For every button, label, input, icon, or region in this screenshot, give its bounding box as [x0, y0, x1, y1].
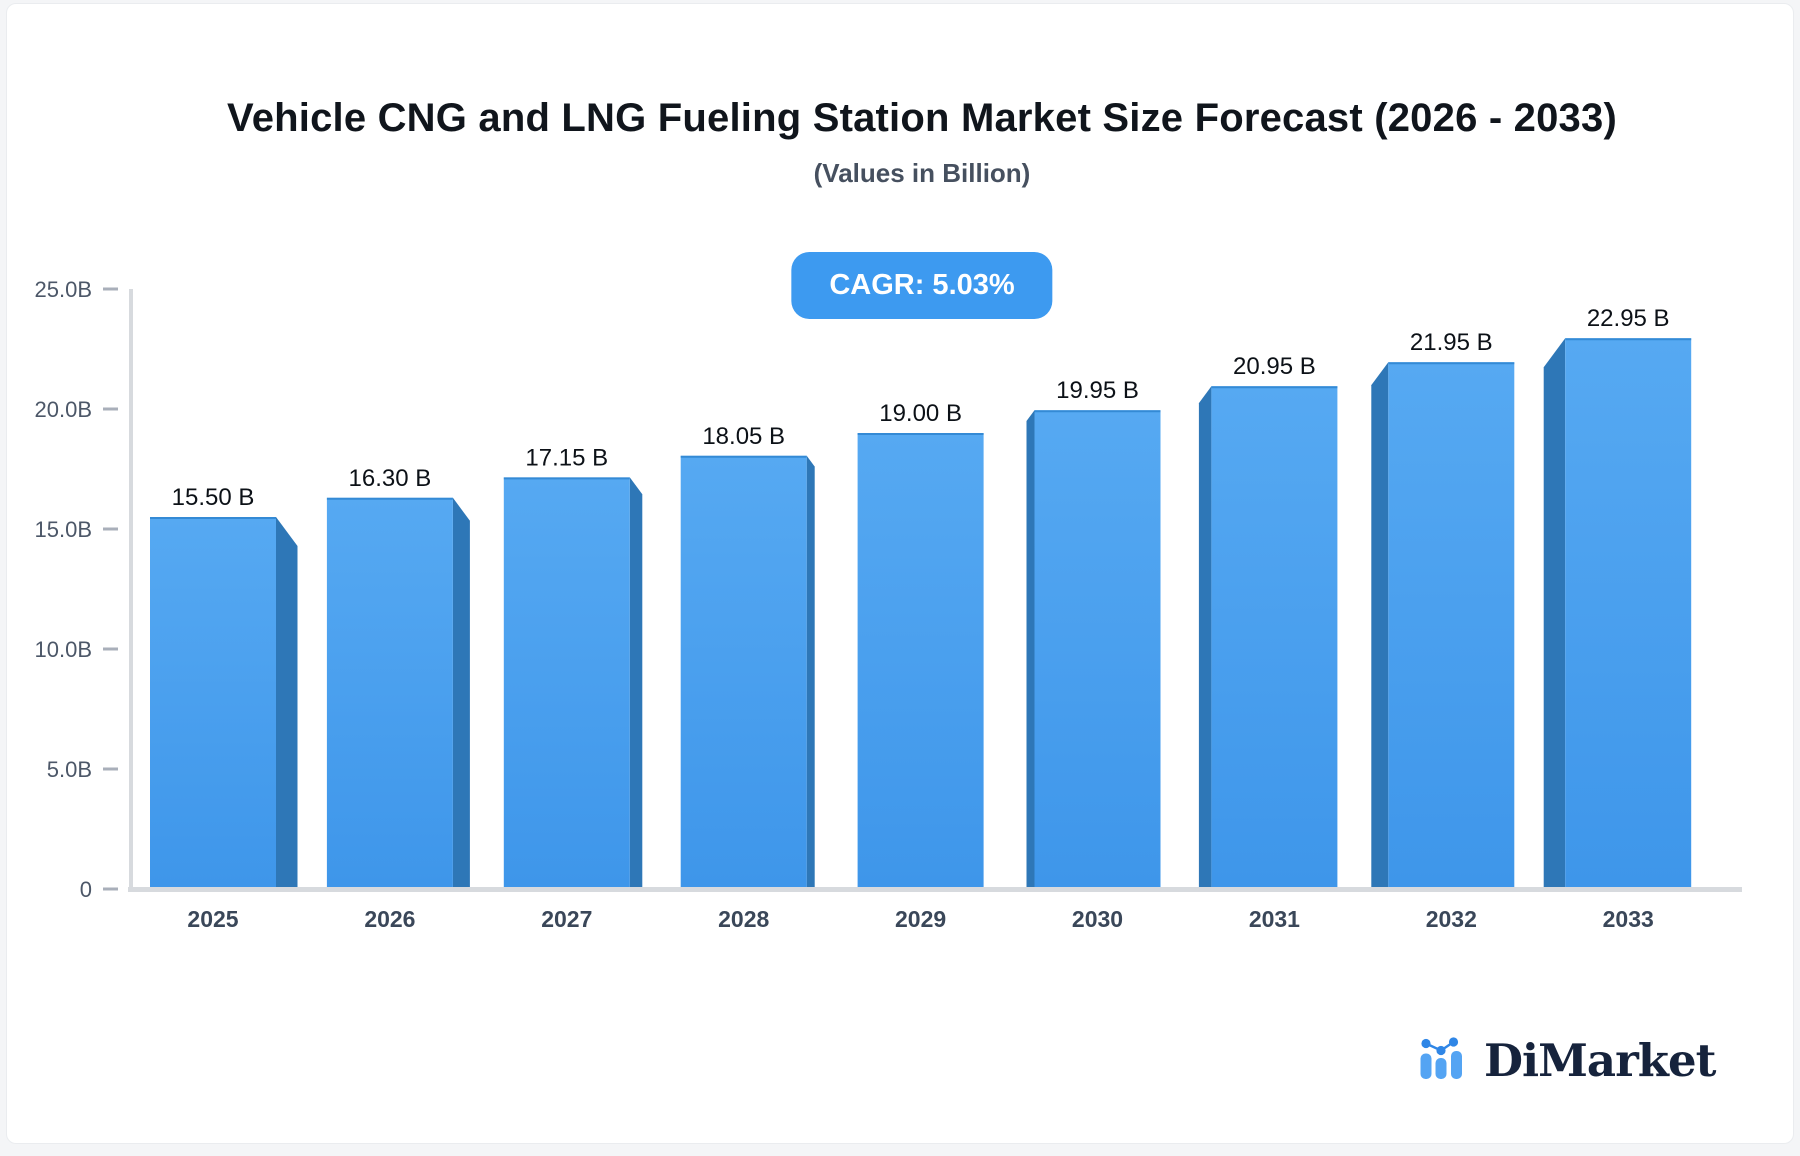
- y-axis-label: 5.0B: [47, 757, 92, 782]
- bar-side-2031: [1198, 386, 1212, 889]
- bar-side-2030: [1026, 410, 1035, 889]
- bar-value-label-2033: 22.95 B: [1587, 305, 1670, 332]
- bar-2029: [857, 433, 984, 889]
- cagr-badge: CAGR: 5.03%: [791, 252, 1053, 319]
- bar-value-label-2025: 15.50 B: [172, 484, 255, 511]
- x-axis-line: [128, 887, 1742, 892]
- chart-title: Vehicle CNG and LNG Fueling Station Mark…: [227, 96, 1617, 140]
- y-axis-label: 0: [80, 877, 92, 902]
- bar-value-label-2030: 19.95 B: [1056, 377, 1139, 404]
- y-axis-label: 25.0B: [35, 277, 93, 302]
- bar-side-2025: [276, 517, 298, 889]
- x-axis-label-2027: 2027: [541, 906, 592, 932]
- brand-logo: DiMarket: [1420, 1034, 1716, 1087]
- bar-value-label-2029: 19.00 B: [879, 400, 962, 427]
- y-axis-label: 15.0B: [35, 517, 93, 542]
- bar-value-label-2032: 21.95 B: [1410, 329, 1493, 356]
- bar-side-2032: [1371, 362, 1389, 889]
- x-axis-label-2033: 2033: [1603, 906, 1654, 932]
- bar-2031: [1211, 386, 1338, 889]
- bar-2025: [150, 517, 276, 889]
- bar-value-label-2026: 16.30 B: [349, 465, 432, 492]
- bar-value-label-2028: 18.05 B: [702, 423, 785, 450]
- x-axis-label-2028: 2028: [718, 906, 769, 932]
- bar-side-2026: [452, 497, 470, 889]
- x-axis-label-2030: 2030: [1072, 906, 1123, 932]
- x-axis-label-2025: 2025: [187, 906, 238, 932]
- bar-side-2027: [629, 477, 643, 889]
- y-axis-label: 10.0B: [35, 637, 93, 662]
- x-axis-label-2029: 2029: [895, 906, 946, 932]
- y-axis-tick: [103, 647, 118, 651]
- bar-side-2033: [1543, 338, 1566, 889]
- dimarket-logo-icon: [1420, 1037, 1462, 1079]
- brand-name: DiMarket: [1484, 1034, 1716, 1087]
- y-axis-tick: [103, 767, 118, 771]
- y-axis-tick: [103, 407, 118, 411]
- x-axis-label-2026: 2026: [364, 906, 415, 932]
- bar-2032: [1388, 362, 1515, 889]
- y-axis-tick: [103, 527, 118, 531]
- bar-side-2028: [806, 455, 815, 889]
- bar-2030: [1034, 410, 1161, 889]
- x-axis-label-2032: 2032: [1426, 906, 1477, 932]
- bar-2026: [326, 497, 453, 889]
- y-axis-label: 20.0B: [35, 397, 93, 422]
- y-axis-tick: [103, 887, 118, 891]
- chart-subtitle: (Values in Billion): [813, 158, 1031, 188]
- bar-2027: [503, 477, 630, 889]
- bar-2028: [680, 455, 807, 889]
- bar-2033: [1565, 338, 1692, 889]
- y-axis-tick: [103, 287, 118, 291]
- x-axis-label-2031: 2031: [1249, 906, 1300, 932]
- y-axis-line: [129, 289, 133, 891]
- bar-value-label-2031: 20.95 B: [1233, 353, 1316, 380]
- bar-value-label-2027: 17.15 B: [525, 444, 608, 471]
